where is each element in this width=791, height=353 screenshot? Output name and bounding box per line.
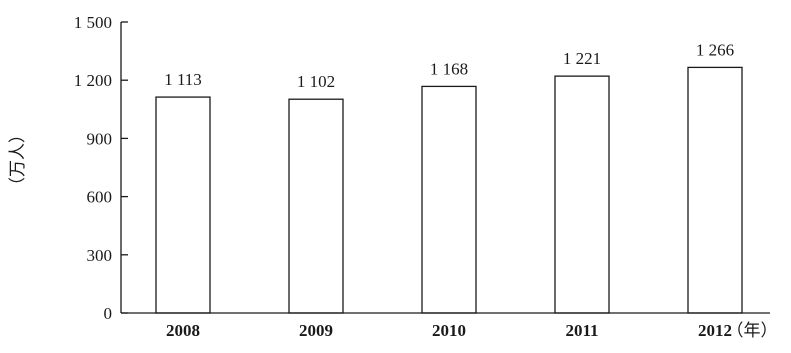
bar-value-label-2012: 1 266 (696, 40, 734, 59)
bar-2010 (421, 85, 477, 314)
bar-2011 (554, 75, 610, 314)
y-tick-label: 600 (87, 188, 113, 207)
x-tick-label-2008: 2008 (166, 321, 200, 340)
y-axis-title: （万人） (8, 126, 28, 194)
bar-2009 (288, 98, 344, 314)
bar-2012 (687, 66, 743, 314)
bar-value-label-2010: 1 168 (430, 59, 468, 78)
x-tick-label-2012: 2012 (698, 321, 732, 340)
bar-value-labels: 1 113 1 102 1 168 1 221 1 266 (164, 40, 734, 91)
x-axis-tick-labels: 2008 2009 2010 2011 2012 (166, 321, 732, 340)
bar-value-label-2009: 1 102 (297, 72, 335, 91)
y-tick-label: 0 (104, 304, 113, 323)
x-tick-label-2010: 2010 (432, 321, 466, 340)
y-tick-label: 300 (87, 246, 113, 265)
y-axis-ticks: 0 300 600 900 1 200 1 500 (74, 13, 128, 323)
y-tick-label: 900 (87, 129, 113, 148)
x-tick-label-2009: 2009 (299, 321, 333, 340)
y-tick-label: 1 500 (74, 13, 112, 32)
bars (155, 66, 743, 314)
x-axis-title: （年） (727, 321, 778, 341)
x-tick-label-2011: 2011 (565, 321, 598, 340)
bar-2008 (155, 96, 211, 314)
y-tick-label: 1 200 (74, 71, 112, 90)
bar-value-label-2008: 1 113 (164, 70, 202, 89)
bar-value-label-2011: 1 221 (563, 49, 601, 68)
